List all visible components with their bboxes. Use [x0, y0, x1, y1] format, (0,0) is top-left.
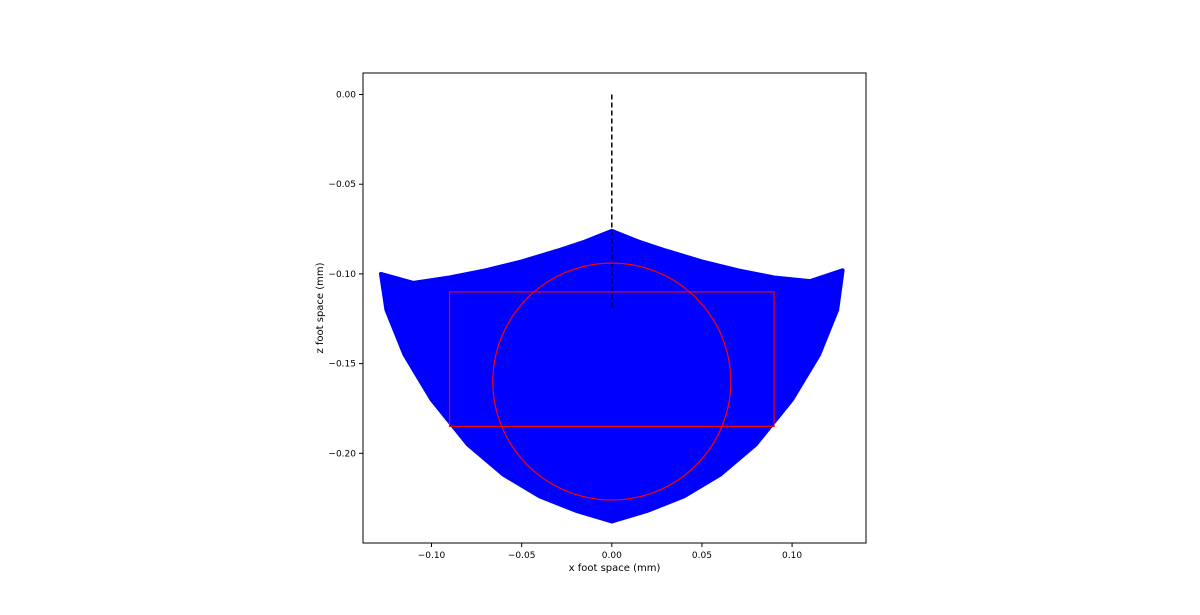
y-tick-label: 0.00	[336, 91, 356, 101]
y-tick-label: −0.05	[328, 180, 356, 190]
axes-frame	[362, 72, 867, 544]
y-tick-label: −0.10	[328, 270, 356, 280]
x-tick-label: 0.00	[602, 551, 622, 561]
y-tick-label: −0.15	[328, 360, 356, 370]
x-tick-label: 0.10	[782, 551, 802, 561]
rectangle-series	[448, 291, 775, 427]
y-tick-label: −0.20	[328, 449, 356, 459]
x-axis: −0.10 −0.05 0.00 0.05 0.10	[418, 543, 802, 561]
y-axis-label: z foot space (mm)	[315, 262, 326, 353]
x-tick-label: 0.05	[692, 551, 712, 561]
x-axis-label: x foot space (mm)	[569, 563, 661, 574]
x-tick-label: −0.10	[418, 551, 446, 561]
x-tick-label: −0.05	[508, 551, 536, 561]
plot-area	[379, 94, 845, 524]
scatter-region-series	[379, 228, 845, 524]
y-axis: 0.00 −0.05 −0.10 −0.15 −0.20	[328, 91, 363, 459]
circle-series	[492, 262, 732, 501]
